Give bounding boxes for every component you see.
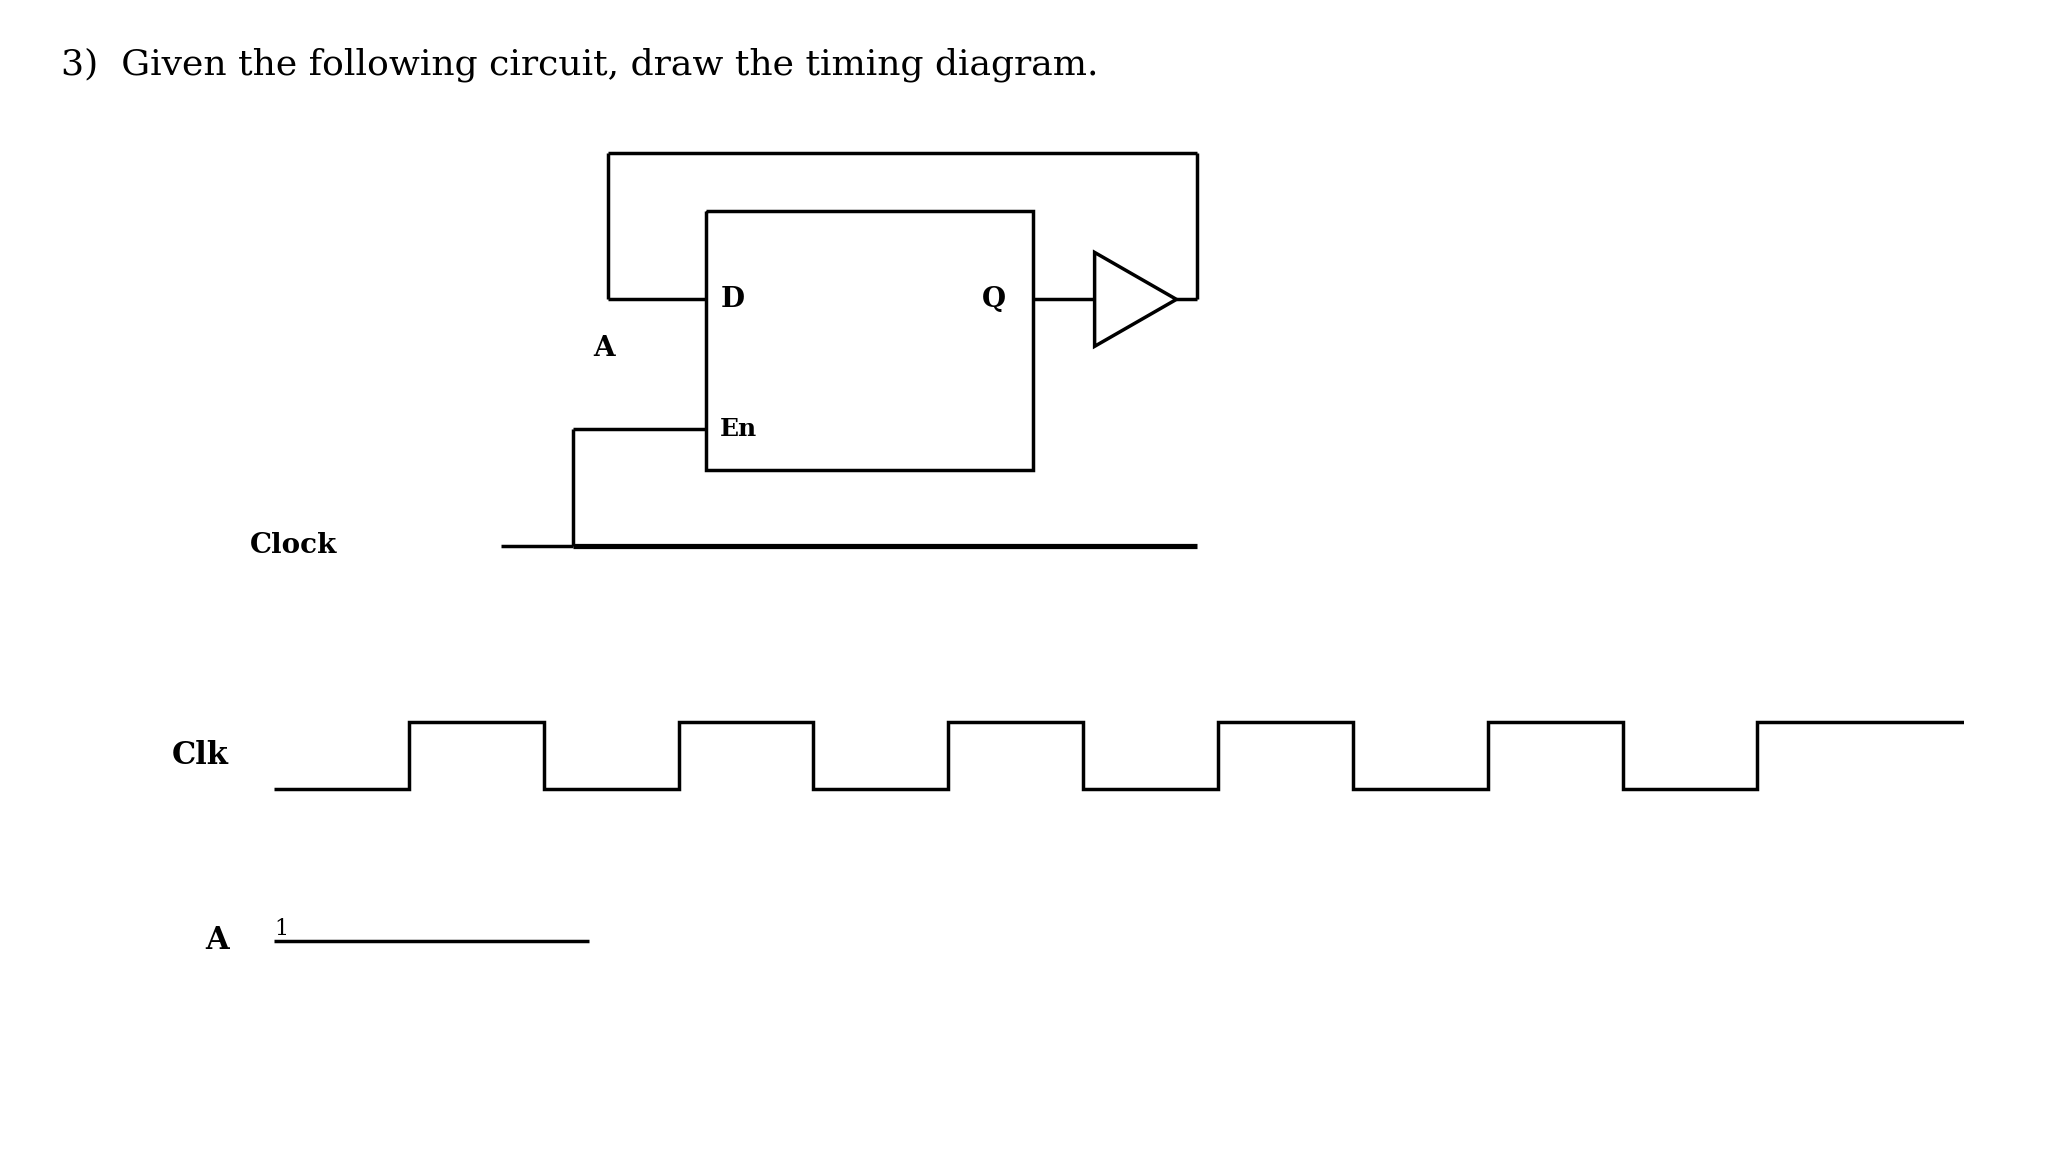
Text: A: A: [205, 925, 229, 957]
Text: 1: 1: [274, 918, 288, 940]
Text: Q: Q: [982, 286, 1007, 312]
Text: Clock: Clock: [250, 533, 338, 559]
Text: A: A: [593, 335, 614, 362]
Text: D: D: [720, 286, 745, 312]
Text: En: En: [720, 417, 757, 440]
Text: Clk: Clk: [172, 740, 229, 771]
Text: 3)  Given the following circuit, draw the timing diagram.: 3) Given the following circuit, draw the…: [61, 47, 1099, 81]
